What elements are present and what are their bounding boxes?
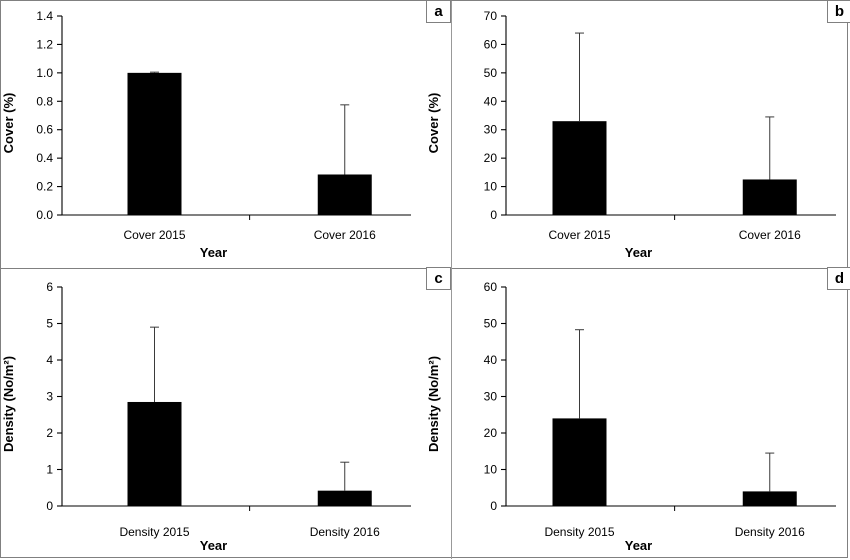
svg-text:30: 30	[484, 123, 498, 137]
svg-text:0.0: 0.0	[36, 208, 53, 222]
svg-text:0.6: 0.6	[36, 123, 53, 137]
svg-text:50: 50	[484, 66, 498, 80]
svg-text:1.2: 1.2	[36, 37, 53, 51]
svg-text:0: 0	[490, 499, 497, 513]
svg-text:20: 20	[484, 426, 498, 440]
svg-text:40: 40	[484, 353, 498, 367]
svg-text:3: 3	[46, 390, 53, 404]
svg-text:70: 70	[484, 9, 498, 23]
svg-text:10: 10	[484, 463, 498, 477]
svg-text:20: 20	[484, 151, 498, 165]
svg-text:5: 5	[46, 317, 53, 331]
svg-text:0: 0	[490, 208, 497, 222]
svg-text:1.4: 1.4	[36, 9, 53, 23]
svg-text:10: 10	[484, 180, 498, 194]
svg-text:4: 4	[46, 353, 53, 367]
svg-text:60: 60	[484, 280, 498, 294]
svg-text:30: 30	[484, 390, 498, 404]
svg-text:0.4: 0.4	[36, 151, 53, 165]
svg-text:40: 40	[484, 94, 498, 108]
svg-text:60: 60	[484, 37, 498, 51]
svg-text:0.2: 0.2	[36, 180, 53, 194]
svg-text:0: 0	[46, 499, 53, 513]
svg-text:2: 2	[46, 426, 53, 440]
svg-text:1.0: 1.0	[36, 66, 53, 80]
svg-text:6: 6	[46, 280, 53, 294]
svg-text:50: 50	[484, 317, 498, 331]
svg-text:1: 1	[46, 463, 53, 477]
svg-text:0.8: 0.8	[36, 94, 53, 108]
